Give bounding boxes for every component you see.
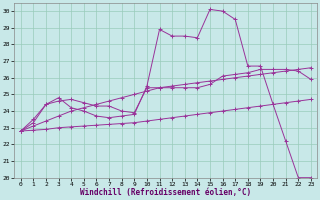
X-axis label: Windchill (Refroidissement éolien,°C): Windchill (Refroidissement éolien,°C)	[80, 188, 252, 197]
